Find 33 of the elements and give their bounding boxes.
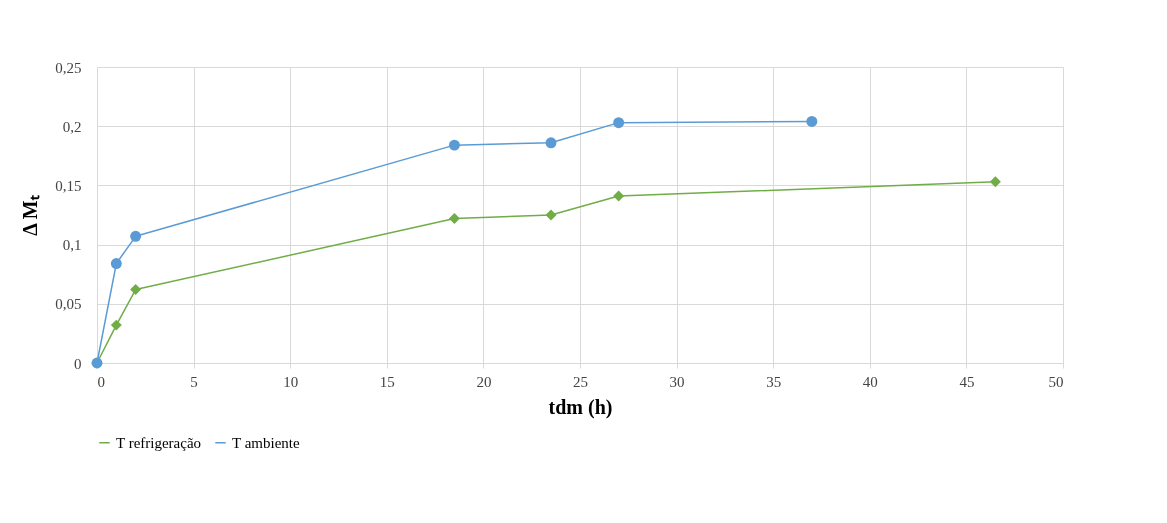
y-axis-title: Δ Mₜ xyxy=(19,195,42,236)
point xyxy=(448,213,460,225)
y-tick-label: 0,05 xyxy=(55,296,82,313)
x-tick-label: 20 xyxy=(476,373,492,390)
x-tick-label: 40 xyxy=(862,373,878,390)
x-tick-label: 15 xyxy=(379,373,395,390)
point xyxy=(545,137,557,149)
x-tick-label: 30 xyxy=(669,373,685,390)
legend-label: T ambiente xyxy=(232,434,300,451)
point xyxy=(130,230,142,242)
point xyxy=(989,176,1001,188)
legend-label: T refrigeração xyxy=(116,434,202,451)
y-tick-label: 0,15 xyxy=(55,177,82,194)
y-tick-label: 0,25 xyxy=(55,59,82,76)
y-tick-label: 0 xyxy=(74,355,82,372)
point xyxy=(613,117,625,129)
point xyxy=(613,190,625,202)
x-tick-label: 50 xyxy=(1048,373,1064,390)
point xyxy=(110,258,122,270)
y-tick-label: 0,2 xyxy=(62,118,82,135)
point xyxy=(806,116,818,127)
point xyxy=(545,209,557,221)
point xyxy=(130,284,142,296)
x-tick-label: 10 xyxy=(283,373,299,390)
x-tick-label: 35 xyxy=(766,373,782,390)
x-tick-label: 45 xyxy=(959,373,975,390)
point xyxy=(448,139,460,151)
x-tick-label: 0 xyxy=(97,373,105,390)
y-tick-label: 0,1 xyxy=(62,237,82,254)
x-axis-title: tdm (h) xyxy=(548,395,613,419)
x-tick-label: 5 xyxy=(190,373,198,390)
x-tick-label: 25 xyxy=(573,373,588,390)
point xyxy=(110,319,122,331)
